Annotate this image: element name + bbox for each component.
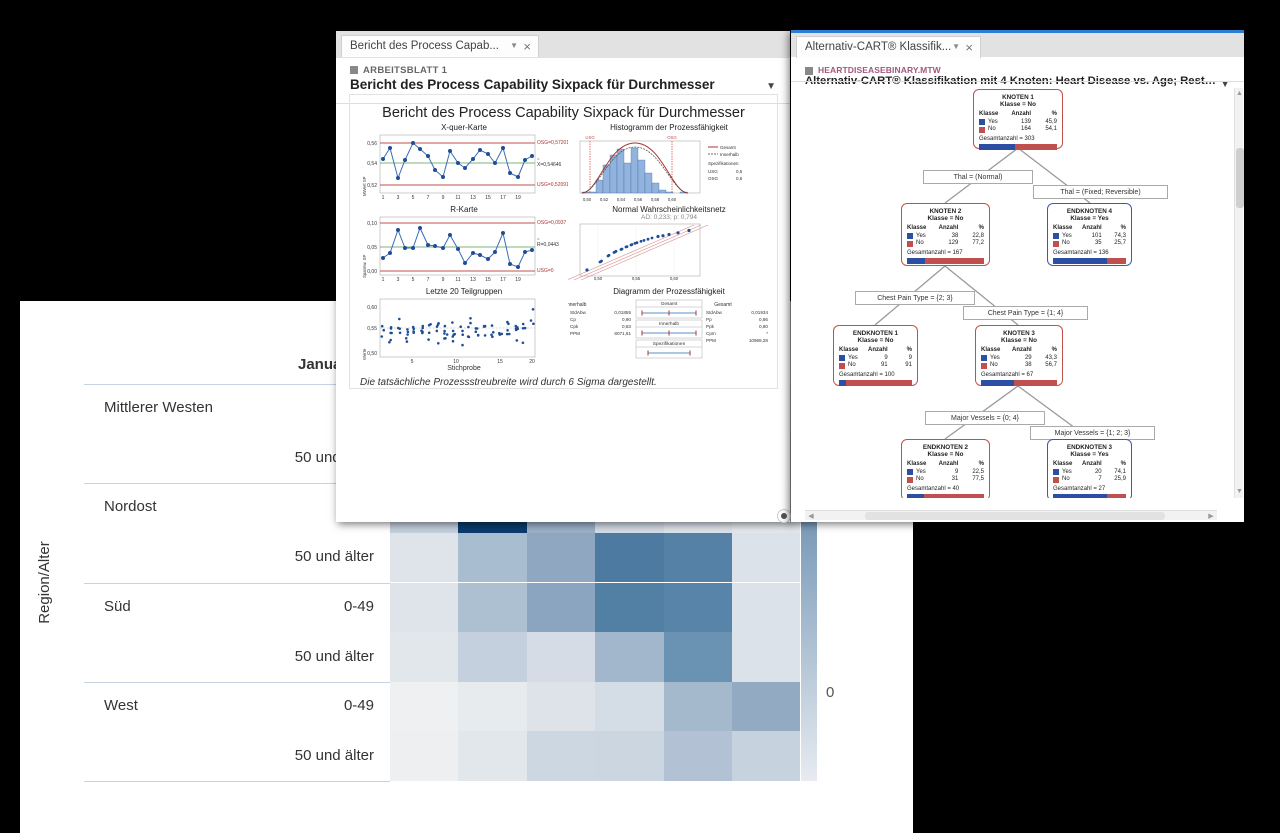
- svg-text:X=0,54646: X=0,54646: [537, 162, 562, 168]
- svg-text:USG=0,52091: USG=0,52091: [537, 182, 568, 188]
- svg-text:17: 17: [500, 277, 506, 283]
- svg-text:0,80: 0,80: [759, 324, 768, 329]
- svg-text:20: 20: [529, 359, 535, 365]
- svg-text:Gesamt: Gesamt: [720, 145, 737, 150]
- svg-text:1: 1: [382, 195, 385, 201]
- svg-text:PPM: PPM: [706, 338, 716, 343]
- svg-text:13: 13: [470, 277, 476, 283]
- svg-text:5: 5: [411, 359, 414, 365]
- svg-text:OSG=0,0937: OSG=0,0937: [537, 220, 567, 226]
- svg-text:R=0,0443: R=0,0443: [537, 242, 559, 248]
- svg-text:0,90: 0,90: [622, 317, 631, 322]
- svg-text:0,58: 0,58: [651, 197, 660, 202]
- svg-text:0,83: 0,83: [622, 324, 631, 329]
- svg-text:0,00: 0,00: [367, 269, 377, 275]
- svg-text:StdAbw: StdAbw: [706, 310, 723, 315]
- svg-text:13: 13: [470, 195, 476, 201]
- svg-text:USG=0: USG=0: [537, 268, 554, 274]
- svg-text:=: =: [537, 236, 540, 241]
- svg-text:Gesamt: Gesamt: [661, 301, 678, 307]
- svg-text:0,52: 0,52: [600, 197, 609, 202]
- svg-text:9: 9: [442, 277, 445, 283]
- svg-text:0,50: 0,50: [594, 276, 603, 281]
- svg-text:Spannw. SP: Spannw. SP: [362, 254, 367, 278]
- svg-text:0,60: 0,60: [668, 197, 677, 202]
- svg-text:15: 15: [497, 359, 503, 365]
- svg-text:Cpm: Cpm: [706, 331, 716, 336]
- svg-text:0,56: 0,56: [634, 197, 643, 202]
- svg-text:*: *: [766, 331, 768, 336]
- svg-text:0,55: 0,55: [367, 326, 377, 332]
- svg-text:0,54: 0,54: [367, 161, 377, 167]
- svg-text:0,60: 0,60: [367, 305, 377, 311]
- svg-text:StdAbw: StdAbw: [570, 310, 587, 315]
- svg-text:OSG=0,57201: OSG=0,57201: [537, 140, 568, 146]
- svg-text:0,01855: 0,01855: [614, 310, 631, 315]
- svg-text:Pp: Pp: [706, 317, 712, 322]
- svg-text:0,01934: 0,01934: [751, 310, 768, 315]
- svg-text:0,86: 0,86: [759, 317, 768, 322]
- svg-text:Gesamt: Gesamt: [714, 302, 732, 308]
- svg-text:=: =: [537, 156, 540, 161]
- svg-text:0,5: 0,5: [736, 169, 743, 174]
- svg-text:Cpk: Cpk: [570, 324, 579, 329]
- svg-text:MWert SP: MWert SP: [362, 176, 367, 196]
- svg-text:PPM: PPM: [570, 331, 580, 336]
- svg-text:Cp: Cp: [570, 317, 576, 322]
- svg-text:15: 15: [485, 277, 491, 283]
- svg-text:19: 19: [515, 277, 521, 283]
- svg-text:3: 3: [397, 195, 400, 201]
- svg-text:17: 17: [500, 195, 506, 201]
- svg-text:0,60: 0,60: [670, 276, 679, 281]
- svg-text:OSG: OSG: [708, 176, 719, 181]
- svg-text:15: 15: [485, 195, 491, 201]
- svg-text:8071,61: 8071,61: [614, 331, 631, 336]
- svg-text:USG: USG: [708, 169, 718, 174]
- svg-text:Innerhalb: Innerhalb: [659, 321, 679, 327]
- svg-text:OSG: OSG: [667, 135, 677, 140]
- svg-text:10969,28: 10969,28: [749, 338, 769, 343]
- svg-text:Spezifikationen: Spezifikationen: [653, 341, 686, 347]
- svg-text:USG: USG: [585, 135, 595, 140]
- svg-text:0,55: 0,55: [632, 276, 641, 281]
- svg-text:0,10: 0,10: [367, 221, 377, 227]
- svg-text:11: 11: [455, 277, 460, 283]
- svg-text:19: 19: [515, 195, 521, 201]
- svg-text:0,50: 0,50: [583, 197, 592, 202]
- svg-text:1: 1: [382, 277, 385, 283]
- svg-text:7: 7: [427, 277, 430, 283]
- svg-text:7: 7: [427, 195, 430, 201]
- svg-text:0,54: 0,54: [617, 197, 626, 202]
- svg-text:Spezifikationen: Spezifikationen: [708, 161, 739, 166]
- svg-text:Innerhalb: Innerhalb: [568, 302, 587, 308]
- svg-text:11: 11: [455, 195, 460, 201]
- svg-text:0,56: 0,56: [367, 141, 377, 147]
- svg-text:Innerhalb: Innerhalb: [720, 152, 739, 157]
- svg-text:0,52: 0,52: [367, 183, 377, 189]
- svg-text:0,50: 0,50: [367, 351, 377, 357]
- svg-text:3: 3: [397, 277, 400, 283]
- svg-text:Werte: Werte: [362, 348, 367, 360]
- svg-text:5: 5: [412, 195, 415, 201]
- svg-text:5: 5: [412, 277, 415, 283]
- svg-text:9: 9: [442, 195, 445, 201]
- svg-text:0,05: 0,05: [367, 245, 377, 251]
- svg-text:0,6: 0,6: [736, 176, 743, 181]
- svg-text:Ppk: Ppk: [706, 324, 715, 329]
